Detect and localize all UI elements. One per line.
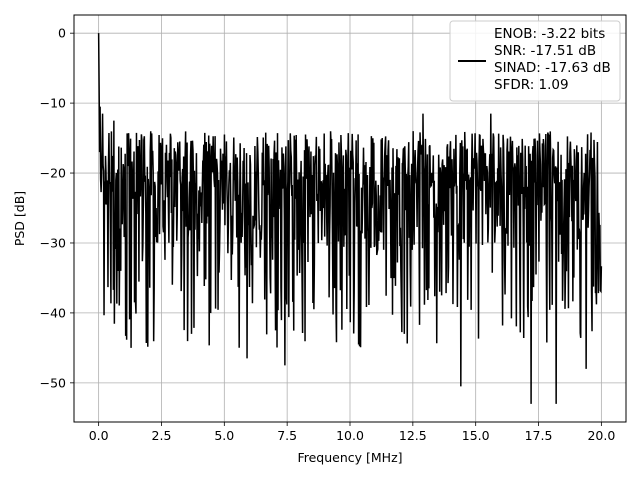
series-layer — [97, 33, 603, 404]
x-tick-label: 2.5 — [152, 428, 172, 443]
ticks: 0.0 2.5 5.0 7.5 10.0 12.5 15.0 17.5 20.0 0 −10 −20 −… — [40, 26, 616, 443]
y-tick-label: −20 — [40, 166, 66, 181]
x-tick-label: 15.0 — [462, 428, 490, 443]
y-tick-label: −10 — [40, 96, 66, 111]
legend-entry: SFDR: 1.09 — [494, 77, 569, 93]
y-tick-label: −40 — [40, 305, 66, 320]
y-tick-label: −50 — [40, 375, 66, 390]
x-tick-label: 12.5 — [399, 428, 427, 443]
x-tick-label: 17.5 — [525, 428, 553, 443]
psd-series-line — [97, 33, 603, 404]
legend-entry: ENOB: -3.22 bits — [494, 26, 605, 42]
x-tick-label: 7.5 — [277, 428, 297, 443]
legend-label: ENOB: -3.22 bits SNR: -17.51 dB SINAD: -17… — [494, 26, 611, 93]
x-tick-label: 10.0 — [336, 428, 364, 443]
y-tick-label: −30 — [40, 235, 66, 250]
legend-box — [449, 20, 621, 102]
legend-entry: SNR: -17.51 dB — [494, 43, 596, 59]
x-tick-label: 0.0 — [89, 428, 109, 443]
y-axis-label: PSD [dB] — [12, 191, 27, 246]
y-tick-label: 0 — [58, 26, 66, 41]
x-tick-label: 20.0 — [587, 428, 615, 443]
legend-entry: SINAD: -17.63 dB — [494, 60, 611, 76]
x-tick-label: 5.0 — [214, 428, 234, 443]
x-axis-label: Frequency [MHz] — [297, 450, 402, 465]
legend: ENOB: -3.22 bits SNR: -17.51 dB SINAD: -17… — [449, 20, 621, 102]
